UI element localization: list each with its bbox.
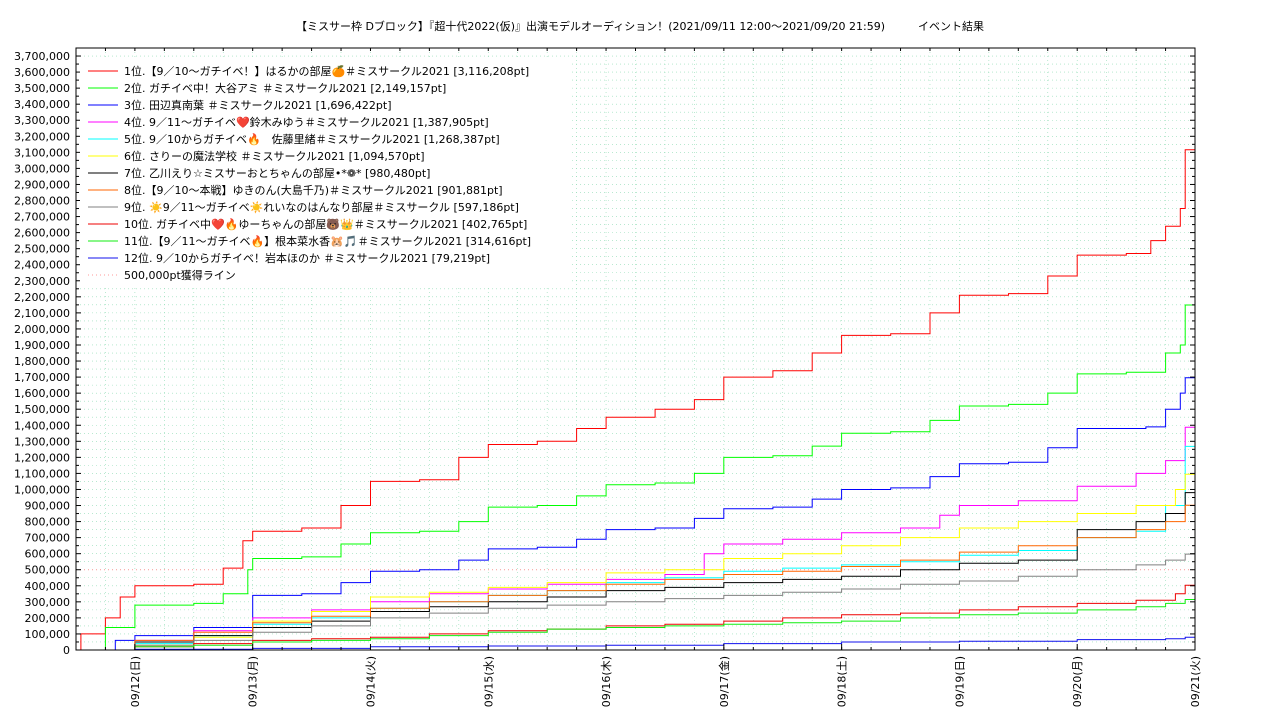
y-tick-label: 2,200,000 [14, 291, 70, 304]
y-tick-label: 1,200,000 [14, 451, 70, 464]
x-tick-label: 09/19(日) [953, 656, 966, 707]
y-tick-label: 2,500,000 [14, 243, 70, 256]
y-tick-label: 1,500,000 [14, 403, 70, 416]
y-tick-label: 3,500,000 [14, 82, 70, 95]
x-tick-label: 09/18(土) [836, 656, 849, 707]
legend-label: 10位. ガチイベ中❤️🔥ゆーちゃんの部屋🐻👑＃ミスサークル2021 [402,… [124, 217, 527, 231]
y-tick-label: 600,000 [25, 548, 71, 561]
legend-label: 8位.【9／10〜本戦】ゆきのん(大島千乃)＃ミスサークル2021 [901,8… [124, 183, 503, 197]
y-tick-label: 2,300,000 [14, 275, 70, 288]
x-tick-label: 09/16(木) [600, 656, 613, 707]
legend-label: 1位.【9／10〜ガチイベ！】はるかの部屋🍊＃ミスサークル2021 [3,116… [124, 64, 529, 78]
y-tick-label: 3,600,000 [14, 66, 70, 79]
y-tick-label: 300,000 [25, 596, 71, 609]
series-line-6 [76, 473, 1195, 651]
x-tick-label: 09/15(水) [482, 656, 495, 707]
y-tick-label: 900,000 [25, 500, 71, 513]
y-tick-label: 3,400,000 [14, 98, 70, 111]
y-tick-label: 1,300,000 [14, 435, 70, 448]
legend-label: 12位. 9／10からガチイベ！岩本ほのか ＃ミスサークル2021 [79,21… [124, 251, 490, 265]
series-line-2 [76, 304, 1195, 651]
y-tick-label: 1,900,000 [14, 339, 70, 352]
y-tick-label: 1,400,000 [14, 419, 70, 432]
y-tick-label: 3,700,000 [14, 50, 70, 63]
y-tick-label: 1,700,000 [14, 371, 70, 384]
series-line-7 [76, 492, 1195, 651]
y-tick-label: 2,700,000 [14, 211, 70, 224]
y-tick-label: 3,000,000 [14, 162, 70, 175]
series-line-3 [76, 377, 1195, 651]
legend-label: 6位. さりーの魔法学校 ＃ミスサークル2021 [1,094,570pt] [124, 149, 425, 163]
series-line-11 [76, 599, 1195, 651]
y-tick-label: 2,100,000 [14, 307, 70, 320]
y-tick-label: 2,400,000 [14, 259, 70, 272]
legend: 1位.【9／10〜ガチイベ！】はるかの部屋🍊＃ミスサークル2021 [3,116… [80, 60, 570, 288]
ticks [76, 48, 1196, 650]
y-tick-label: 2,000,000 [14, 323, 70, 336]
y-tick-label: 3,100,000 [14, 146, 70, 159]
y-tick-label: 400,000 [25, 580, 71, 593]
x-tick-label: 09/17(金) [717, 656, 731, 707]
y-tick-label: 1,600,000 [14, 387, 70, 400]
y-tick-label: 200,000 [25, 612, 71, 625]
y-tick-label: 1,100,000 [14, 467, 70, 480]
y-tick-label: 3,300,000 [14, 114, 70, 127]
series-line-1 [76, 149, 1195, 651]
x-tick-label: 09/20(月) [1071, 656, 1084, 707]
legend-label: 9位. ☀️9／11〜ガチイベ☀️れいなのはんなり部屋＃ミスサークル [597,… [124, 200, 519, 214]
x-tick-label: 09/14(火) [364, 656, 377, 707]
legend-label: 2位. ガチイベ中！大谷アミ ＃ミスサークル2021 [2,149,157pt] [124, 81, 446, 95]
y-tick-label: 2,800,000 [14, 195, 70, 208]
legend-label: 11位.【9／11〜ガチイベ🔥】根本菜水香🐹🎵＃ミスサークル2021 [314,… [124, 234, 531, 248]
legend-label: 3位. 田辺真南葉 ＃ミスサークル2021 [1,696,422pt] [124, 98, 392, 112]
y-tick-label: 0 [63, 644, 70, 657]
grid [76, 48, 1195, 650]
y-tick-label: 500,000 [25, 564, 71, 577]
series-line-8 [76, 504, 1195, 651]
y-tick-label: 3,200,000 [14, 130, 70, 143]
y-tick-label: 2,900,000 [14, 178, 70, 191]
chart-title: 【ミスサー枠 Dブロック】『超十代2022(仮)』出演モデルオーディション！(2… [295, 20, 985, 33]
legend-label: 5位. 9／10からガチイベ🔥 佐藤里緒＃ミスサークル2021 [1,268,3… [124, 132, 500, 146]
y-axis-labels: 0 100,000 200,000 300,000 400,000 500,000 600,… [14, 50, 70, 657]
y-tick-label: 1,000,000 [14, 483, 70, 496]
y-tick-label: 1,800,000 [14, 355, 70, 368]
x-tick-label: 09/13(月) [247, 656, 260, 707]
series-layer [76, 149, 1195, 651]
y-tick-label: 100,000 [25, 628, 71, 641]
legend-label: 4位. 9／11〜ガチイベ❤️鈴木みゆう＃ミスサークル2021 [1,387,9… [124, 115, 489, 129]
series-line-9 [76, 553, 1195, 651]
legend-label: 7位. 乙川えり☆ミスサーおとちゃんの部屋•*❁* [980,480pt] [124, 166, 430, 180]
legend-label: 500,000pt獲得ライン [124, 269, 236, 282]
legend-background [80, 60, 570, 288]
x-tick-label: 09/12(日) [129, 656, 142, 707]
y-tick-label: 2,600,000 [14, 227, 70, 240]
series-line-10 [76, 584, 1195, 651]
x-axis-labels: 09/12(日) 09/13(月) 09/14(火) 09/15(水) 09/16(木)… [129, 656, 1202, 707]
x-tick-label: 09/21(火) [1189, 656, 1202, 707]
y-tick-label: 700,000 [25, 532, 71, 545]
y-tick-label: 800,000 [25, 516, 71, 529]
